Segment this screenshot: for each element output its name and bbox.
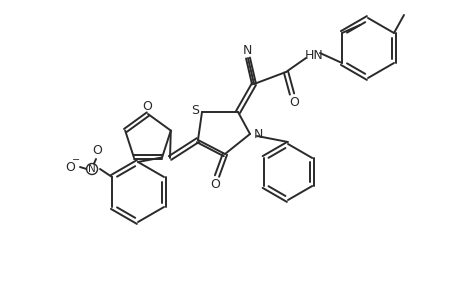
Text: O: O	[65, 160, 75, 173]
Text: S: S	[190, 103, 199, 116]
Text: HN: HN	[304, 49, 323, 62]
Text: N: N	[88, 164, 95, 174]
Text: O: O	[92, 143, 102, 157]
Text: N: N	[253, 128, 262, 140]
Text: O: O	[142, 100, 151, 112]
Text: O: O	[288, 95, 298, 109]
Text: N: N	[242, 44, 251, 56]
Text: O: O	[210, 178, 219, 190]
Text: −: −	[72, 155, 80, 165]
